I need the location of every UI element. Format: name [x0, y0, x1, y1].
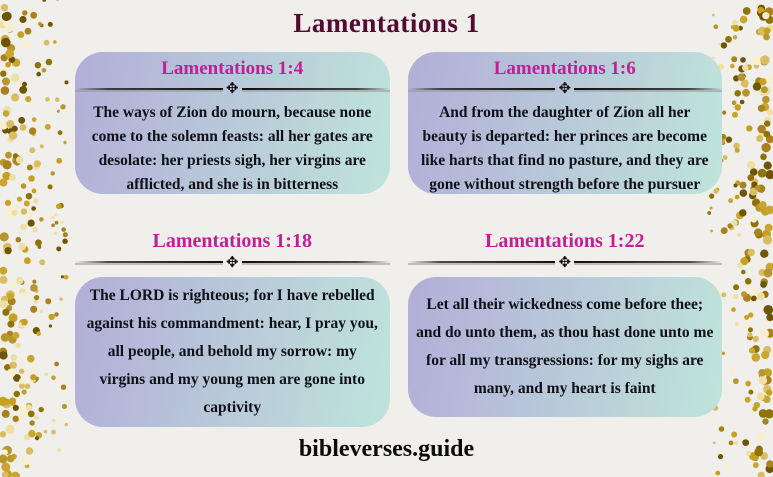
- page-title: Lamentations 1: [293, 8, 480, 38]
- verse-card: Lamentations 1:6 ✥ And from the daughter…: [407, 52, 722, 194]
- divider-line: [241, 87, 390, 90]
- gold-dots-left-decoration: [0, 0, 69, 477]
- divider-line: [574, 261, 723, 263]
- divider-line: [241, 261, 390, 263]
- cross-ornament-icon: ✥: [225, 252, 239, 271]
- verses-grid: Lamentations 1:4 ✥ The ways of Zion do m…: [75, 52, 723, 427]
- verse-reference: Lamentations 1:22: [485, 230, 645, 252]
- site-name: bibleverses.guide: [298, 436, 475, 462]
- divider-line: [407, 87, 556, 90]
- verse-text: And from the daughter of Zion all her be…: [421, 103, 709, 193]
- divider-line: [407, 261, 556, 263]
- verse-card-lam-1-6: Lamentations 1:6 ✥ And from the daughter…: [407, 52, 722, 194]
- cross-ornament-icon: ✥: [558, 79, 572, 98]
- verse-reference: Lamentations 1:18: [152, 230, 312, 252]
- ornamental-divider: ✥: [75, 252, 390, 271]
- verse-text: The LORD is righteous; for I have rebell…: [86, 287, 378, 416]
- verse-card: The LORD is righteous; for I have rebell…: [75, 277, 390, 427]
- cross-ornament-icon: ✥: [225, 79, 239, 98]
- verse-card: Let all their wickedness come before the…: [407, 277, 722, 417]
- site-footer: bibleverses.guide: [0, 436, 773, 463]
- verse-card-lam-1-4: Lamentations 1:4 ✥ The ways of Zion do m…: [75, 52, 390, 194]
- verse-card-lam-1-18: Lamentations 1:18 ✥ The LORD is righteou…: [75, 229, 390, 427]
- verse-text: Let all their wickedness come before the…: [416, 296, 714, 397]
- divider-line: [75, 87, 223, 90]
- divider-line: [75, 261, 223, 263]
- verse-text: The ways of Zion do mourn, because none …: [91, 103, 373, 193]
- verse-reference: Lamentations 1:4: [161, 58, 304, 79]
- verse-card: Lamentations 1:4 ✥ The ways of Zion do m…: [75, 52, 390, 194]
- verse-card-lam-1-22: Lamentations 1:22 ✥ Let all their wicked…: [407, 229, 723, 427]
- divider-line: [574, 87, 722, 90]
- verse-reference: Lamentations 1:6: [493, 58, 636, 79]
- ornamental-divider: ✥: [407, 79, 722, 98]
- cross-ornament-icon: ✥: [558, 252, 572, 271]
- ornamental-divider: ✥: [407, 252, 723, 271]
- ornamental-divider: ✥: [75, 79, 390, 98]
